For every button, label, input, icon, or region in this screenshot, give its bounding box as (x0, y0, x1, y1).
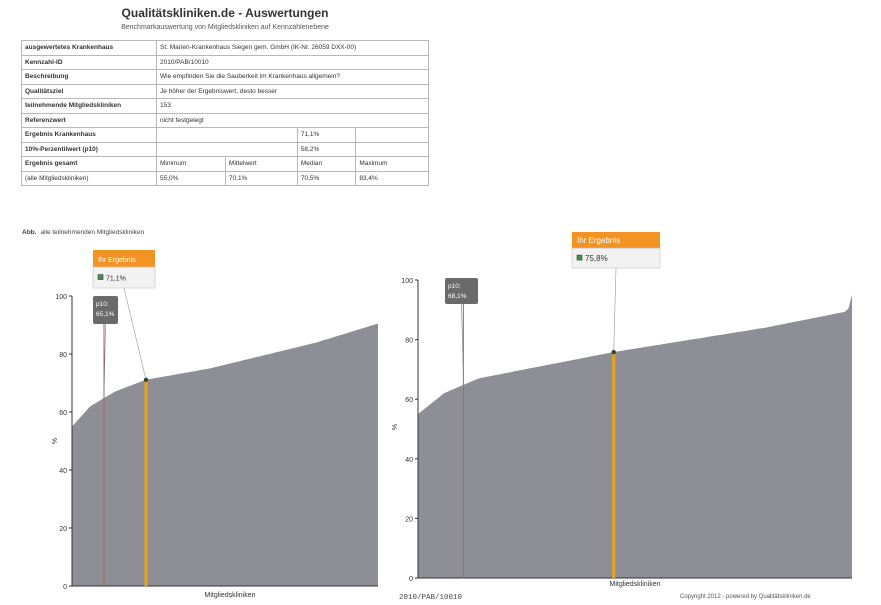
y-tick-label: 0 (63, 584, 67, 591)
row-label: Ergebnis gesamt (21, 156, 157, 172)
y-tick-label: 80 (405, 338, 413, 345)
row-label: Ergebnis Krankenhaus (21, 127, 157, 143)
table-row: Beschreibung Wie empfinden Sie die Saube… (21, 69, 429, 85)
result-point (611, 349, 616, 355)
row-label: (alle Mitgliedskliniken) (21, 170, 157, 186)
figure-caption: Abb. alle teilnehmenden Mitgliedskliniken (22, 229, 144, 236)
legend-swatch (576, 254, 583, 261)
empty-cell (156, 141, 298, 157)
x-axis-label: Mitgliedskliniken (205, 592, 256, 599)
result-callout-value: 75,8% (585, 254, 608, 263)
stat-value: 55,0% (156, 170, 226, 186)
y-tick-label: 40 (405, 457, 413, 464)
stat-header: Mittelwert (224, 156, 298, 172)
x-axis-label: Mitgliedskliniken (610, 581, 661, 588)
y-tick-label: 60 (405, 397, 413, 404)
result-leader (613, 267, 617, 353)
footer-id: 2010/PAB/10010 (399, 594, 463, 602)
data-area (72, 323, 378, 586)
empty-cell (156, 127, 298, 143)
result-callout-header (93, 250, 155, 268)
result-leader (123, 287, 147, 380)
p10-label: p10: (96, 301, 109, 308)
stat-header: Minimum (156, 156, 226, 172)
y-tick-label: 40 (59, 468, 67, 475)
figure-caption-prefix: Abb. (22, 229, 37, 236)
p10-value: 68,1% (448, 293, 467, 300)
metadata-table: ausgewertetes Krankenhaus St. Marien-Kra… (21, 40, 429, 186)
table-row: Referenzwert nicht festgelegt (21, 112, 429, 128)
empty-cell (355, 141, 429, 157)
legend-swatch (97, 274, 104, 280)
y-tick-label: 80 (59, 352, 67, 359)
p10-leader (103, 323, 106, 398)
p10-label: p10: (448, 283, 461, 290)
table-row: 10%-Perzentilwert (p10) 58,2% (21, 141, 429, 157)
p10-box (445, 278, 478, 304)
y-tick-label: 60 (59, 410, 67, 417)
result-point (143, 377, 149, 383)
result-callout-title: Ihr Ergebnis (577, 236, 620, 245)
stat-header: Maximum (355, 156, 429, 172)
empty-cell (355, 127, 429, 143)
result-callout-body (571, 247, 661, 269)
page-title: Qualitätskliniken.de - Auswertungen (121, 6, 329, 20)
footer-copyright: Copyright 2012 - powered by Qualitätskli… (680, 594, 811, 600)
result-callout-title: Ihr Ergebnis (98, 257, 136, 264)
figure-caption-text: alle teilnehmenden Mitgliedskliniken (40, 229, 145, 236)
y-tick-label: 20 (59, 526, 67, 533)
table-row: Ergebnis Krankenhaus 71,1% (21, 127, 429, 143)
result-value: 71,1% (296, 127, 357, 143)
p10-leader (461, 303, 464, 376)
y-tick-label: 20 (405, 516, 413, 523)
p10-value: 65,1% (96, 311, 115, 318)
y-axis-label: % (52, 438, 59, 444)
y-tick-label: 100 (401, 278, 413, 285)
page-subtitle: Benchmarkauswertung von Mitgliedsklinike… (121, 24, 329, 31)
p10-box (93, 296, 118, 324)
data-area (418, 294, 852, 578)
stat-value: 83,4% (355, 170, 429, 186)
y-axis-label: % (392, 424, 399, 430)
table-row: Ergebnis gesamt Minimum Mittelwert Media… (21, 156, 429, 172)
result-callout-header (572, 232, 660, 249)
y-tick-label: 100 (55, 294, 67, 301)
y-tick-label: 0 (409, 576, 413, 583)
row-label: 10%-Perzentilwert (p10) (21, 141, 157, 157)
result-callout-value: 71,1% (106, 276, 126, 283)
result-callout-body (92, 266, 156, 289)
table-row: (alle Mitgliedskliniken) 55,0% 70,1% 70,… (21, 170, 429, 186)
stat-value: 70,1% (224, 170, 298, 186)
